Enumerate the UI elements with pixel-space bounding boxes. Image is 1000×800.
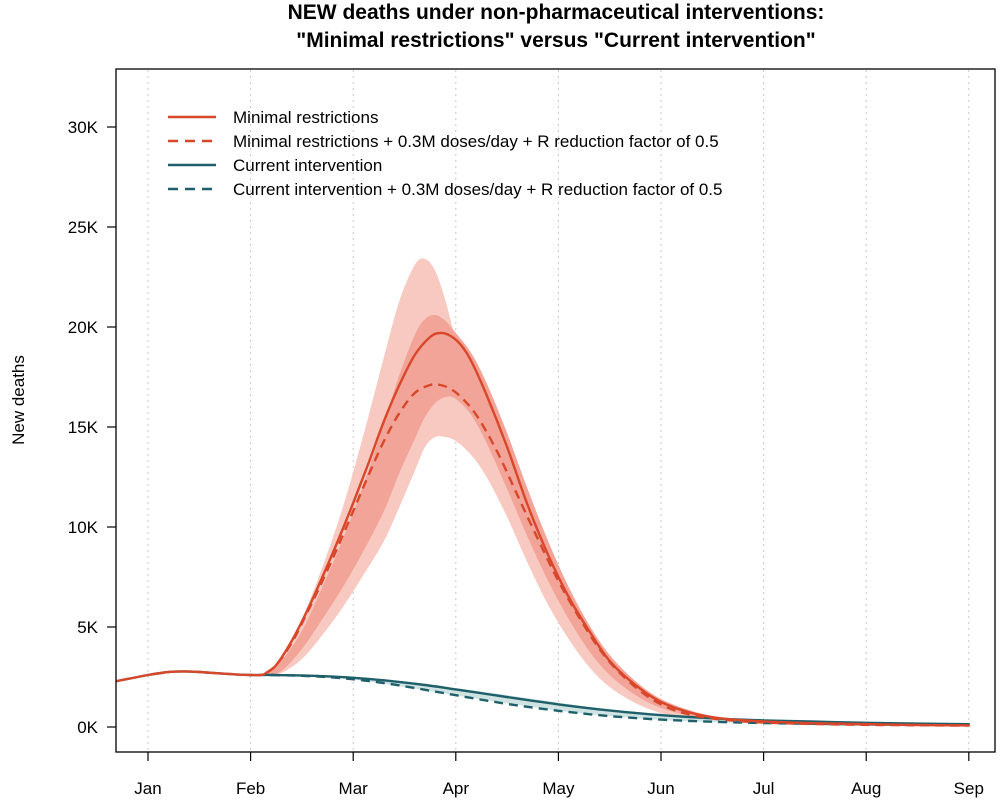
confidence-bands (265, 258, 969, 726)
series-minimal-restrictions-0-3m-doses-day-r-reduction-factor-of-0-5 (265, 383, 969, 727)
series-lines (116, 331, 970, 727)
x-tick-label-aug: Aug (851, 779, 881, 798)
x-tick-label-mar: Mar (339, 779, 369, 798)
legend: Minimal restrictions Minimal restrictions… (168, 108, 723, 199)
band-minimal-restrictions-inner-interval (265, 314, 764, 723)
y-tick-label-25k: 25K (68, 218, 99, 237)
x-tick-label-may: May (542, 779, 575, 798)
x-tick-label-feb: Feb (236, 779, 265, 798)
series-current-intervention (116, 670, 970, 726)
x-tick-label-sep: Sep (954, 779, 984, 798)
x-tick-label-jul: Jul (753, 779, 775, 798)
legend-label-4: Current intervention + 0.3M doses/day + … (233, 180, 723, 199)
x-tick-label-jan: Jan (134, 779, 161, 798)
x-tick-label-apr: Apr (443, 779, 470, 798)
y-tick-label-20k: 20K (68, 318, 99, 337)
y-tick-label-15k: 15K (68, 418, 99, 437)
y-axis: 0K 5K 10K 15K 20K 25K 30K (68, 118, 116, 737)
chart-title-line-2: "Minimal restrictions" versus "Current i… (296, 29, 815, 52)
legend-label-2: Minimal restrictions + 0.3M doses/day + … (233, 132, 719, 151)
band-minimal-restrictions-outer-interval (265, 258, 815, 725)
legend-label-1: Minimal restrictions (233, 108, 378, 127)
chart-title: NEW deaths under non-pharmaceutical inte… (288, 1, 825, 52)
plot-frame (115, 68, 996, 753)
y-tick-label-0k: 0K (77, 718, 98, 737)
series-minimal-restrictions (116, 331, 970, 727)
x-axis: Jan Feb Mar Apr May Jun Jul Aug Sep (134, 752, 984, 798)
x-tick-label-jun: Jun (647, 779, 674, 798)
y-tick-label-10k: 10K (68, 518, 99, 537)
chart-title-line-1: NEW deaths under non-pharmaceutical inte… (288, 1, 825, 24)
legend-label-3: Current intervention (233, 156, 382, 175)
y-axis-label: New deaths (9, 355, 28, 445)
y-tick-label-5k: 5K (77, 618, 98, 637)
y-tick-label-30k: 30K (68, 118, 99, 137)
